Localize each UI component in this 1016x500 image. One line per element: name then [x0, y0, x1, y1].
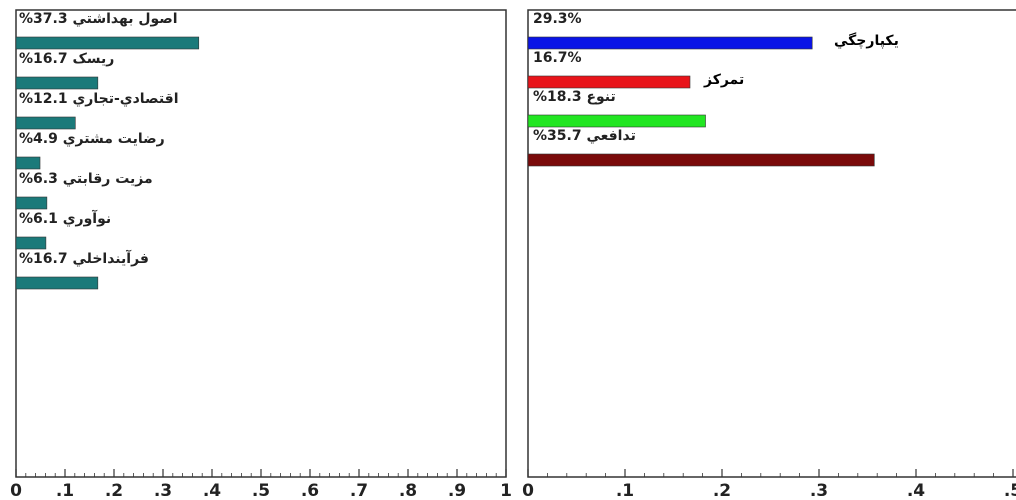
bar-label-1: 29.3% — [533, 11, 582, 27]
x-tick-label: .6 — [301, 481, 319, 500]
chart-left-ticks: 0 .1 .2 .3 .4 .5 .6 .7 .8 .9 1 — [10, 469, 512, 500]
bar-label-7: فرآينداخلي 16.7% — [19, 249, 149, 267]
chart-right-labels: 29.3% 16.7% تنوع 18.3% تدافعي 35.7% — [533, 11, 636, 144]
x-tick-label: .8 — [399, 481, 417, 500]
bar-label-5: مزيت رقابتي 6.3% — [19, 171, 153, 187]
bar-2 — [15, 76, 99, 90]
x-tick-label: .3 — [154, 481, 172, 500]
x-tick-label: .5 — [1004, 481, 1016, 500]
bar-label-2: ريسک 16.7% — [19, 51, 114, 67]
chart-right-ticks: 0 .1 .2 .3 .4 .5 — [522, 469, 1016, 500]
x-tick-label: .4 — [907, 481, 925, 500]
bar-label-4: رضايت مشتري 4.9% — [19, 131, 165, 148]
bar-7 — [15, 276, 99, 290]
x-tick-label: .3 — [810, 481, 828, 500]
bar-6 — [15, 236, 47, 250]
chart-right-annotations: يکپارچگي تمرکز — [703, 32, 899, 88]
annotation-1: يکپارچگي — [834, 32, 899, 49]
chart-right: 29.3% 16.7% تنوع 18.3% تدافعي 35.7% 0 .1 .2 .3… — [522, 9, 1016, 500]
x-tick-label: .7 — [350, 481, 368, 500]
bar-1 — [527, 36, 813, 50]
bar-4 — [527, 153, 875, 167]
chart-left-bars — [15, 36, 200, 290]
bar-label-6: نوآوري 6.1% — [19, 209, 111, 228]
bar-1 — [15, 36, 200, 50]
x-tick-label: 1 — [500, 481, 512, 500]
x-tick-label: .1 — [56, 481, 74, 500]
annotation-2: تمرکز — [703, 72, 744, 88]
chart-left: اصول بهداشتي 37.3% ريسک 16.7% اقتصادي-تجار… — [10, 9, 512, 500]
bar-4 — [15, 156, 41, 170]
bar-label-3: تنوع 18.3% — [533, 89, 616, 105]
bar-label-1: اصول بهداشتي 37.3% — [19, 11, 178, 27]
bar-3 — [15, 116, 76, 130]
bar-2 — [527, 75, 691, 89]
chart-left-labels: اصول بهداشتي 37.3% ريسک 16.7% اقتصادي-تجار… — [19, 11, 179, 267]
x-tick-label: .2 — [713, 481, 731, 500]
x-tick-label: 0 — [522, 481, 534, 500]
x-tick-label: .4 — [203, 481, 221, 500]
x-tick-label: .5 — [252, 481, 270, 500]
x-tick-label: .1 — [616, 481, 634, 500]
chart-right-bars — [527, 36, 875, 167]
bar-label-3: اقتصادي-تجاري 12.1% — [19, 91, 179, 108]
x-tick-label: .9 — [448, 481, 466, 500]
bar-3 — [527, 114, 706, 128]
bar-label-2: 16.7% — [533, 50, 582, 66]
bar-label-4: تدافعي 35.7% — [533, 128, 636, 144]
bar-5 — [15, 196, 48, 210]
x-tick-label: .2 — [105, 481, 123, 500]
x-tick-label: 0 — [10, 481, 22, 500]
